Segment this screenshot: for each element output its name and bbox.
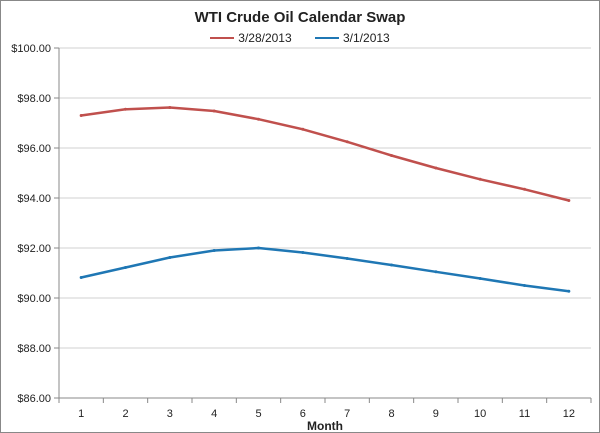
legend-item-series-2: 3/1/2013 (315, 31, 390, 45)
data-point-series-2 (212, 249, 216, 252)
data-point-series-1 (434, 166, 438, 170)
data-point-series-1 (478, 177, 482, 181)
x-tick-label: 9 (433, 408, 439, 420)
data-point-series-1 (212, 109, 216, 113)
x-tick-label: 8 (388, 408, 394, 420)
series-line-1 (79, 106, 571, 202)
data-point-series-2 (390, 263, 393, 267)
data-point-series-2 (434, 270, 438, 274)
data-point-series-2 (345, 257, 349, 260)
y-tick-label: $100.00 (11, 43, 51, 55)
legend-label-series-1: 3/28/2013 (238, 31, 292, 45)
data-point-series-1 (124, 107, 127, 111)
x-tick-label: 6 (300, 408, 306, 420)
x-tick-label: 1 (78, 408, 84, 420)
data-point-series-2 (257, 246, 260, 250)
data-point-series-1 (523, 187, 526, 191)
legend-item-series-1: 3/28/2013 (210, 31, 292, 45)
data-point-series-1 (301, 127, 305, 131)
x-tick-label: 5 (255, 408, 261, 420)
data-point-series-1 (567, 199, 571, 202)
data-point-series-2 (79, 276, 83, 279)
data-point-series-1 (257, 117, 260, 121)
legend-swatch-series-1 (210, 37, 235, 39)
x-tick-label: 10 (474, 408, 486, 420)
x-tick-label: 12 (563, 408, 575, 420)
data-point-series-1 (79, 114, 83, 117)
data-point-series-2 (523, 284, 526, 287)
legend-swatch-series-2 (315, 37, 339, 39)
series-line-2 (79, 246, 571, 293)
y-tick-label: $92.00 (17, 243, 51, 255)
data-point-series-2 (168, 256, 172, 259)
chart-title: WTI Crude Oil Calendar Swap (194, 9, 406, 26)
y-tick-label: $94.00 (17, 193, 51, 205)
y-tick-label: $86.00 (17, 393, 51, 405)
x-tick-label: 3 (167, 408, 173, 420)
data-point-series-2 (124, 266, 127, 269)
data-point-series-2 (301, 251, 305, 254)
x-tick-label: 7 (344, 408, 350, 420)
legend-label-series-2: 3/1/2013 (343, 31, 390, 45)
y-tick-label: $90.00 (17, 293, 51, 305)
y-tick-label: $96.00 (17, 143, 51, 155)
data-point-series-1 (168, 106, 172, 109)
x-tick-label: 11 (519, 408, 530, 420)
y-tick-label: $88.00 (17, 343, 51, 355)
x-axis-title: Month (307, 419, 343, 432)
y-tick-label: $98.00 (17, 93, 51, 105)
data-point-series-1 (345, 140, 349, 144)
data-point-series-2 (478, 277, 482, 280)
chart-legend: 3/28/2013 3/1/2013 (1, 28, 599, 45)
data-point-series-1 (390, 154, 393, 157)
data-point-series-2 (567, 289, 571, 293)
x-tick-label: 2 (122, 408, 128, 420)
x-tick-label: 4 (211, 408, 217, 420)
